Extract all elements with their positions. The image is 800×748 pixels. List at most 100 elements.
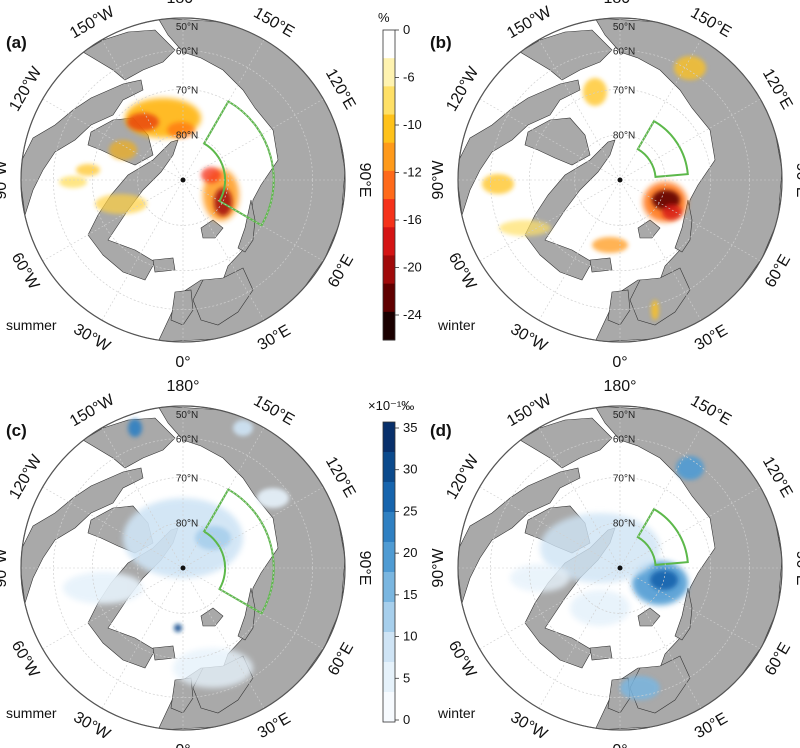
land-scandinavia	[629, 267, 691, 326]
lon-label: 30°W	[507, 321, 550, 356]
land-novaya	[237, 199, 256, 253]
lon-label: 60°W	[445, 250, 480, 293]
land-iceland	[152, 257, 176, 273]
colorbar-tick-label: -24	[403, 307, 422, 322]
lon-line	[182, 567, 324, 650]
anomaly-field	[592, 237, 628, 253]
colorbar-tick-label: -10	[403, 117, 422, 132]
land-svalbard	[637, 219, 661, 239]
anomaly-field	[570, 590, 630, 626]
land-iceland	[152, 645, 176, 661]
lon-line	[101, 39, 184, 181]
colorbar-tick-label: 30	[403, 462, 417, 477]
anomaly-field	[59, 176, 87, 188]
lon-label: 30°E	[692, 322, 731, 354]
colorbar-segment	[383, 255, 395, 285]
colorbar-segment	[383, 452, 395, 483]
colorbar-segment	[383, 512, 395, 543]
colorbar-tick-label: 15	[403, 587, 417, 602]
lon-line	[619, 567, 702, 709]
colorbar-segment	[383, 58, 395, 87]
anomaly-field	[174, 624, 182, 632]
lon-label: 180°	[603, 378, 636, 395]
colorbar-tick-label: -20	[403, 260, 422, 275]
region-box	[202, 100, 275, 227]
lon-label: 30°W	[70, 709, 113, 744]
lat-label-70: 70°N	[613, 473, 635, 484]
anomaly-field	[662, 204, 682, 220]
lon-label: 30°E	[692, 710, 731, 742]
lon-line	[538, 179, 621, 321]
north-pole-marker	[617, 177, 623, 183]
lat-label-80: 80°N	[613, 519, 635, 530]
colorbar-segment	[383, 632, 395, 663]
lon-label: 90°E	[793, 551, 800, 586]
lat-circle	[528, 476, 712, 660]
colorbar-tick-label: 20	[403, 545, 417, 560]
lon-line	[619, 98, 761, 181]
map-panel-b: 50°N60°N70°N80°N180°150°E120°E90°E60°E30…	[430, 0, 800, 371]
lat-circle	[528, 88, 712, 272]
land-alaska	[519, 29, 613, 81]
colorbar-segment	[383, 114, 395, 144]
map-border	[20, 405, 346, 731]
lon-line	[182, 179, 265, 321]
colorbar-tick-label: 25	[403, 503, 417, 518]
lon-line	[538, 39, 621, 181]
anomaly-field	[676, 456, 704, 480]
season-label: winter	[437, 317, 476, 333]
lon-label: 0°	[175, 354, 190, 371]
colorbar-tick-label: 0	[403, 712, 410, 727]
map-panel-a: 50°N60°N70°N80°N180°150°E120°E90°E60°E30…	[0, 0, 373, 371]
lon-label: 30°E	[255, 322, 294, 354]
lon-label: 90°W	[0, 547, 10, 587]
lat-label-80: 80°N	[176, 131, 198, 142]
land-greenland	[524, 139, 616, 281]
colorbar-tick-label: -16	[403, 212, 422, 227]
colorbar-segment	[383, 227, 395, 256]
colorbar-tick-label: -6	[403, 70, 415, 85]
lon-line	[42, 567, 184, 650]
lon-label: 0°	[612, 742, 627, 748]
lon-label: 60°E	[325, 252, 357, 291]
season-label: winter	[437, 705, 476, 721]
land-scandinavia	[192, 267, 254, 326]
lon-line	[182, 179, 324, 262]
anomaly-field	[583, 78, 607, 106]
land-novaya	[674, 587, 693, 641]
anomaly-field	[482, 174, 514, 194]
lon-label: 60°W	[445, 638, 480, 681]
season-label: summer	[6, 317, 57, 333]
lon-line	[182, 567, 265, 709]
land-novaya	[237, 587, 256, 641]
colorbar-blue: 35 30 25 20 15 10 5 0 ×10⁻¹‰	[368, 398, 417, 727]
land-alaska	[82, 417, 176, 469]
lon-label: 60°W	[8, 638, 43, 681]
land-iceland	[589, 645, 613, 661]
lat-label-60: 60°N	[613, 434, 635, 445]
colorbar-unit: ×10⁻¹‰	[368, 398, 414, 413]
land-britain	[607, 289, 631, 326]
colorbar-segment	[383, 422, 395, 453]
panel-label: (b)	[430, 33, 452, 52]
panel-label: (a)	[6, 33, 27, 52]
lon-line	[42, 98, 184, 181]
colorbar-segment	[383, 30, 395, 59]
lon-label: 90°E	[356, 551, 373, 586]
colorbar-segment	[383, 199, 395, 228]
land-namerica	[21, 79, 144, 216]
lat-label-70: 70°N	[613, 85, 635, 96]
north-pole-marker	[180, 177, 186, 183]
colorbar-segment	[383, 542, 395, 573]
anomaly-field	[173, 648, 253, 688]
lon-label: 90°W	[430, 547, 447, 587]
lon-label: 60°E	[762, 640, 794, 679]
lon-label: 0°	[612, 354, 627, 371]
anomaly-field	[76, 164, 100, 176]
map-content	[21, 18, 345, 342]
lon-label: 90°E	[356, 163, 373, 198]
colorbar-segment	[383, 311, 395, 341]
colorbar-tick-label: -12	[403, 165, 422, 180]
lon-line	[42, 486, 184, 569]
